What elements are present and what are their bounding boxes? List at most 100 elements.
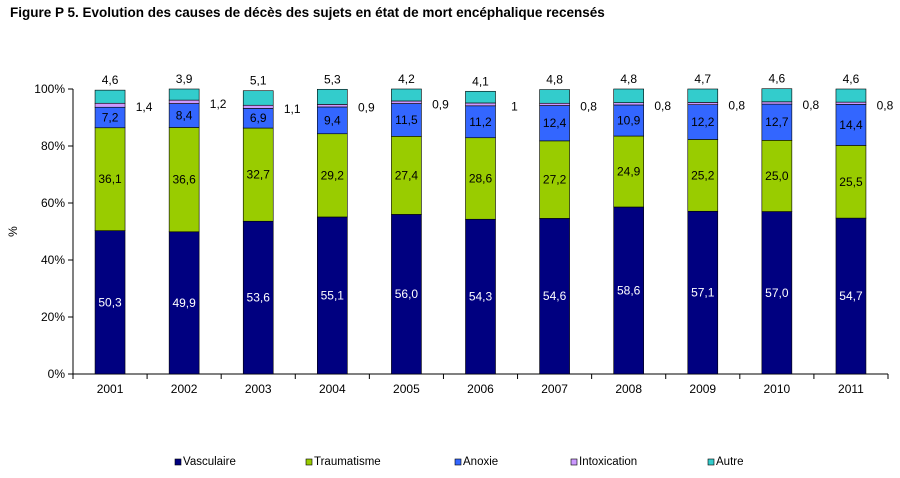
data-label: 28,6 — [469, 171, 493, 185]
bar-segment-autre — [94, 89, 126, 104]
bar-segment-traumatisme — [168, 127, 200, 233]
data-label: 14,4 — [839, 118, 863, 132]
legend-label: Anoxie — [463, 456, 498, 468]
bar-segment-vasculaire — [835, 217, 867, 375]
data-label: 3,9 — [176, 72, 193, 86]
legend-label: Intoxication — [579, 456, 637, 468]
data-label: 0,9 — [358, 101, 375, 115]
bar-segment-vasculaire — [242, 220, 274, 375]
bar-segment-traumatisme — [613, 135, 644, 208]
data-label: 4,6 — [102, 73, 119, 87]
data-label: 1 — [511, 99, 518, 113]
data-label: 25,5 — [839, 175, 863, 189]
data-label: 11,2 — [469, 115, 492, 129]
data-label: 0,8 — [654, 99, 671, 113]
bar-segment-autre — [761, 88, 793, 103]
bar-segment-traumatisme — [465, 137, 496, 220]
bar-segment-vasculaire — [168, 231, 200, 375]
legend-label: Vasculaire — [183, 456, 236, 468]
data-label: 58,6 — [617, 283, 641, 297]
bar-segment-anoxie — [835, 104, 867, 146]
bar-segment-autre — [687, 88, 719, 103]
bar-segment-intoxication — [94, 102, 126, 108]
data-label: 4,8 — [546, 73, 563, 87]
bar-segment-traumatisme — [242, 127, 274, 222]
bar-segment-vasculaire — [391, 214, 422, 375]
bar-segment-vasculaire — [613, 206, 644, 375]
data-label: 5,3 — [324, 72, 341, 86]
bar-segment-traumatisme — [539, 140, 570, 219]
bar-segment-intoxication — [835, 101, 867, 105]
data-label: 27,2 — [543, 173, 567, 187]
data-label: 7,2 — [102, 111, 119, 125]
bar-segment-intoxication — [761, 101, 793, 105]
data-label: 11,5 — [395, 113, 418, 127]
legend-swatch-traumatisme — [305, 458, 313, 466]
data-label: 6,9 — [250, 111, 267, 125]
data-label: 8,4 — [176, 109, 193, 123]
y-tick-label: 80% — [41, 139, 65, 153]
bar-segment-anoxie — [391, 103, 422, 137]
bar-segment-traumatisme — [94, 127, 126, 231]
bar-segment-autre — [391, 88, 422, 102]
data-label: 4,6 — [843, 72, 860, 86]
data-label: 54,6 — [543, 289, 567, 303]
data-label: 0,8 — [877, 98, 894, 112]
data-label: 32,7 — [247, 168, 271, 182]
bar-segment-vasculaire — [539, 218, 570, 375]
data-label: 25,2 — [691, 168, 715, 182]
y-tick-label: 20% — [41, 310, 65, 324]
bar-segment-traumatisme — [835, 145, 867, 219]
bar-segment-intoxication — [317, 104, 348, 108]
bar-segment-vasculaire — [317, 216, 348, 375]
bar-segment-traumatisme — [761, 140, 793, 212]
x-tick-label: 2010 — [764, 382, 791, 396]
legend-swatch-autre — [707, 458, 715, 466]
data-label: 49,9 — [172, 296, 196, 310]
data-label: 57,0 — [765, 286, 789, 300]
bar-segment-autre — [465, 90, 496, 104]
data-label: 12,4 — [543, 116, 567, 130]
bar-segment-anoxie — [465, 105, 496, 139]
chart-title: Figure P 5. Evolution des causes de décè… — [10, 5, 605, 20]
bar-segment-intoxication — [391, 100, 422, 104]
y-tick-label: 0% — [48, 367, 66, 381]
x-tick-label: 2008 — [615, 382, 642, 396]
bar-segment-traumatisme — [687, 139, 719, 212]
data-label: 4,8 — [620, 72, 637, 86]
data-label: 5,1 — [250, 74, 267, 88]
bar-segment-intoxication — [613, 102, 644, 106]
data-label: 1,4 — [136, 100, 153, 114]
data-label: 0,8 — [803, 98, 820, 112]
legend-swatch-anoxie — [454, 458, 462, 466]
x-tick-label: 2006 — [467, 382, 494, 396]
x-tick-label: 2002 — [171, 382, 198, 396]
data-label: 27,4 — [395, 168, 419, 182]
data-label: 0,8 — [580, 99, 597, 113]
data-label: 55,1 — [321, 288, 345, 302]
bar-segment-intoxication — [242, 104, 274, 109]
data-label: 12,7 — [765, 115, 789, 129]
legend-label: Autre — [716, 456, 744, 468]
data-label: 53,6 — [247, 291, 271, 305]
data-label: 0,8 — [728, 99, 745, 113]
data-label: 1,2 — [210, 97, 227, 111]
data-label: 56,0 — [395, 287, 419, 301]
legend-swatch-intoxication — [570, 458, 578, 466]
bar-segment-intoxication — [687, 102, 719, 105]
legend-label: Traumatisme — [314, 456, 381, 468]
bar-segment-autre — [242, 90, 274, 106]
x-tick-label: 2001 — [97, 382, 124, 396]
x-tick-label: 2007 — [541, 382, 568, 396]
data-label: 4,2 — [398, 72, 415, 86]
x-tick-label: 2005 — [393, 382, 420, 396]
bar-segment-traumatisme — [317, 133, 348, 218]
bar-segment-intoxication — [539, 102, 570, 106]
bar-segment-autre — [317, 88, 348, 105]
y-tick-label: 40% — [41, 253, 65, 267]
x-tick-label: 2011 — [838, 382, 864, 396]
x-tick-label: 2004 — [319, 382, 346, 396]
bar-segment-vasculaire — [465, 218, 496, 375]
legend-swatch-vasculaire — [174, 458, 182, 466]
